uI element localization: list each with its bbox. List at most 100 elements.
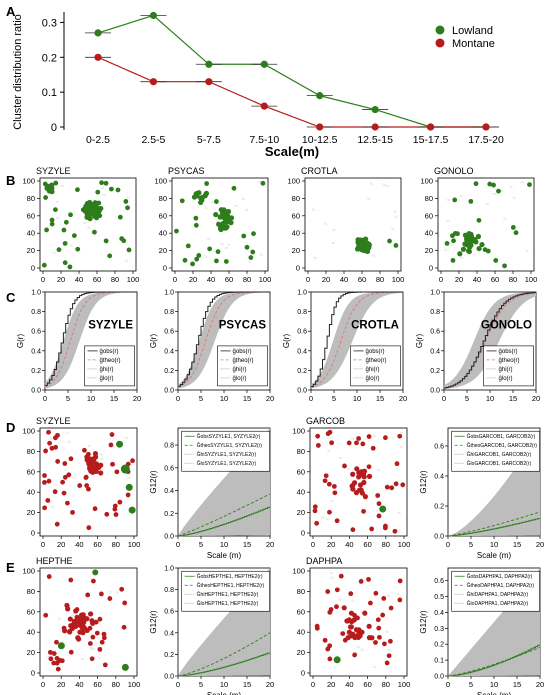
data-point-montane [482,123,490,131]
cdf-crotla-legend-label: ĝobs(r) [366,349,385,355]
map-b-psycas-xtick-label: 80 [243,275,251,284]
map-panelE-daphpa-point [328,607,334,612]
map-b-psycas-background-mark: ≈ [245,208,249,214]
map-panelD-syzyle-large-point [116,440,124,448]
map-b-crotla-ytick-label: 40 [292,229,300,238]
map-panelD-syzyle-point [55,459,61,464]
map-b-gonolo-background-mark: ≈ [510,185,514,191]
map-panelD-garcob-point [322,478,328,484]
map-b-syzyle-ytick-label: 80 [27,194,35,203]
map-panelE-hepthe-xtick-label: 20 [57,680,65,689]
map-panelE-hepthe-title: HEPTHE [36,556,73,566]
g12-hepthe-ytick-label: 0.0 [164,674,174,681]
map-b-syzyle-point [61,227,67,233]
map-b-syzyle-point [75,246,81,252]
map-panelD-garcob-point [350,527,356,533]
map-panelD-syzyle-point [86,451,91,457]
data-point-montane [260,102,268,110]
map-panelD-syzyle-frame [39,427,138,537]
map-panelD-garcob-point [327,509,332,515]
series-line-lowland [97,14,486,128]
map-b-syzyle-background-mark: ≈ [87,225,91,231]
map-panelD-garcob-point [366,473,373,479]
map-b-crotla-xtick-label: 0 [306,275,310,284]
map-panelE-daphpa-point [334,587,340,593]
g12-garcob-legend-box [451,430,540,472]
map-b-gonolo-point [510,225,516,230]
legend-label-montane: Montane [452,38,495,50]
map-panelD-syzyle-point [46,429,51,435]
panel-a-xtick-label: 0-2.5 [86,134,110,146]
map-b-crotla-ytick-label: 100 [287,177,300,186]
map-panelD-garcob-background-mark: ≈ [327,449,331,455]
map-panelE-daphpa-ytick-label: 0 [301,669,305,678]
map-panelD-syzyle-xtick-label: 60 [93,540,101,549]
map-panelE-daphpa-point [373,640,378,645]
cdf-psycas-ytick-label: 0.0 [164,388,174,395]
g12-garcob-xtick-label: 15 [513,540,521,549]
cdf-psycas-ytick-label: 0.4 [164,348,174,355]
map-panelE-daphpa-point [368,600,373,606]
map-b-psycas-point [213,211,219,218]
map-b-gonolo-point [493,258,499,263]
map-panelE-daphpa-ytick-label: 80 [297,587,305,596]
map-panelD-syzyle-point [70,509,75,515]
map-panelD-syzyle-xtick-label: 80 [112,540,120,549]
cdf-psycas-ytick-label: 0.2 [164,368,174,375]
map-b-psycas-point [190,261,195,267]
map-panelD-garcob-title: GARCOB [306,416,345,426]
g12-syzyle-xtick-label: 5 [199,540,203,549]
map-b-crotla-xtick-label: 80 [376,275,384,284]
map-panelD-garcob-background-mark: ≈ [400,431,404,437]
map-panelE-hepthe-point [64,602,70,609]
map-panelE-hepthe-point [94,630,100,636]
map-b-syzyle-point [123,199,129,204]
map-panelE-hepthe-point [97,646,103,652]
panel-a-legend: Lowland Montane [435,25,495,50]
series-line-montane [97,56,486,128]
map-panelD-syzyle-point [114,469,120,475]
map-panelE-hepthe-point [121,624,127,630]
map-b-gonolo-point [473,239,479,245]
map-b-crotla-xtick-label: 100 [392,275,405,284]
map-panelE-daphpa-background-mark: ≈ [338,597,342,603]
cdf-syzyle-legend-box [84,345,135,387]
panel-letter-e: E [6,560,15,575]
map-panelD-garcob-point [350,482,356,488]
map-panelE-daphpa-point [348,591,354,597]
map-panelD-garcob-background-mark: ≈ [351,436,355,442]
map-b-syzyle-point [103,238,109,244]
cdf-syzyle-ytick-label: 0.8 [31,309,41,316]
map-panelE-daphpa-xtick-label: 80 [382,680,390,689]
map-panelE-hepthe-point [56,658,62,664]
map-panelD-syzyle-ytick-label: 20 [27,508,35,517]
map-b-gonolo-background-mark: ≈ [447,198,451,204]
map-b-crotla-background-mark: ≈ [332,241,336,247]
map-b-syzyle-background-mark: ≈ [83,221,87,227]
panel-letter-b: B [6,173,15,188]
map-panelD-garcob-point [376,513,382,519]
map-panelE-hepthe-xtick-label: 100 [128,680,141,689]
map-panelD-garcob-point [382,525,388,531]
cdf-syzyle-xtick-label: 15 [110,394,118,403]
cdf-crotla-xtick-label: 0 [309,394,313,403]
map-panelD-garcob-point [327,429,333,435]
map-panelD-garcob-point [312,508,318,514]
cdf-crotla-envelope [311,292,403,389]
cdf-psycas-ytick-label: 1.0 [164,290,174,297]
cdf-psycas-legend-box [217,345,268,387]
cdf-syzyle-xtick-label: 0 [43,394,47,403]
map-panelD-garcob-point [383,435,388,441]
map-panelD-syzyle-ytick-label: 60 [27,467,35,476]
cdf-syzyle-envelope [45,292,137,389]
map-panelE-hepthe-point [93,619,99,625]
map-panelE-daphpa-background-mark: ≈ [330,575,334,581]
g12-hepthe-ytick-label: 0.4 [164,630,174,637]
map-panelE-hepthe-point [48,656,54,662]
map-panelE-hepthe-ytick-label: 0 [31,669,35,678]
map-b-gonolo-point [462,241,468,247]
g12-garcob-xtick-label: 5 [469,540,473,549]
map-panelD-garcob-point [400,482,406,488]
